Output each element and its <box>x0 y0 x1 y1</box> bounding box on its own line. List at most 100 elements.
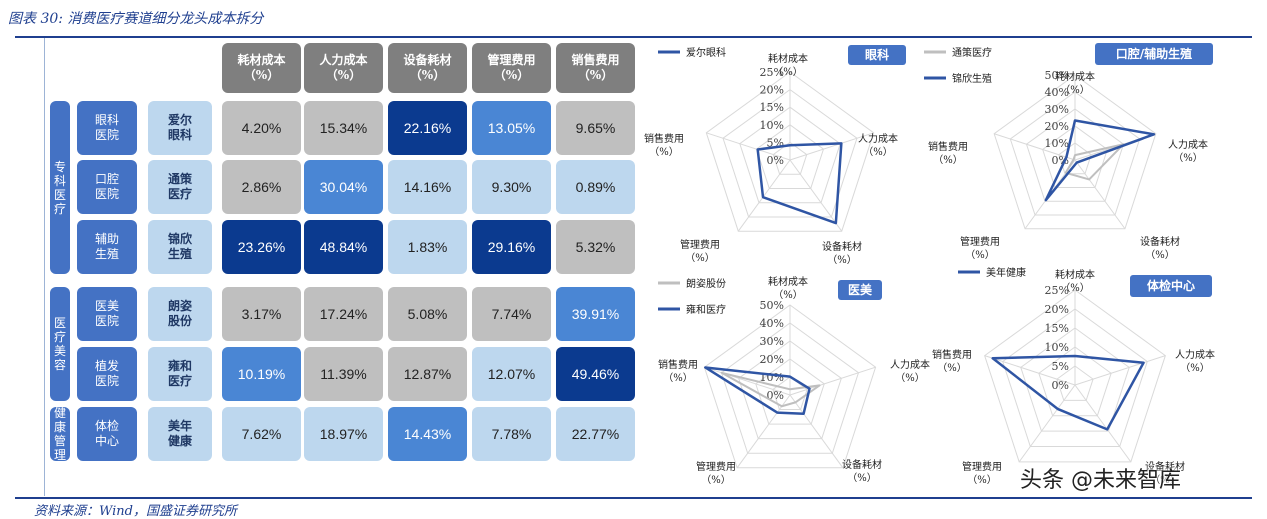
radar-grid-ring <box>1038 346 1112 417</box>
radar-title: 体检中心 <box>1147 278 1195 293</box>
source-note: 资料来源：Wind，国盛证券研究所 <box>34 504 237 519</box>
radar-tick-label: 10% <box>760 119 784 132</box>
radar-grid-ring <box>772 141 808 175</box>
radar-tick-label: 25% <box>760 66 784 79</box>
cost-cell: 0.89% <box>556 160 635 214</box>
legend-label: 爱尔眼科 <box>686 46 726 59</box>
radar-series-line <box>720 371 821 408</box>
radar-grid-ring <box>1025 108 1125 202</box>
radar-axis-label: 管理费用（%） <box>960 235 1000 261</box>
radar-axis-label: 管理费用（%） <box>680 238 720 264</box>
radar-spoke <box>1074 384 1132 463</box>
legend-label: 锦欣生殖 <box>952 72 992 85</box>
radar-tick-label: 10% <box>1045 137 1069 150</box>
cost-cell: 9.30% <box>472 160 551 214</box>
radar-grid-ring <box>1058 142 1092 175</box>
hospital-type: 眼科医院 <box>77 101 137 155</box>
radar-tick-label: 10% <box>760 371 784 384</box>
radar-spoke <box>706 132 791 161</box>
cost-cell: 22.16% <box>388 101 467 155</box>
radar-grid-ring <box>722 88 858 218</box>
company-name: 美年健康 <box>148 407 212 461</box>
radar-spoke <box>1074 355 1166 386</box>
cost-cell: 7.78% <box>472 407 551 461</box>
radar-grid-ring <box>993 74 1157 230</box>
legend-label: 雍和医疗 <box>686 303 726 316</box>
radar-title-box <box>838 280 882 300</box>
cost-cell: 7.62% <box>222 407 301 461</box>
radar-grid-ring <box>755 124 825 189</box>
cost-cell: 1.83% <box>388 220 467 274</box>
cost-cell: 18.97% <box>304 407 383 461</box>
radar-grid-ring <box>739 106 841 204</box>
radar-axis-label: 人力成本（%） <box>1175 348 1215 374</box>
cost-cell: 10.19% <box>222 347 301 401</box>
radar-grid-ring <box>1042 125 1108 189</box>
radar-tick-label: 50% <box>760 299 784 312</box>
radar-spoke <box>1018 384 1076 463</box>
radar-title-box <box>1130 275 1212 297</box>
radar-spoke <box>984 355 1076 386</box>
radar-tick-label: 0% <box>767 154 784 167</box>
company-name: 雍和医疗 <box>148 347 212 401</box>
cost-cell: 5.32% <box>556 220 635 274</box>
cost-cell: 22.77% <box>556 407 635 461</box>
hospital-type: 辅助生殖 <box>77 220 137 274</box>
radar-grid-ring <box>703 304 877 469</box>
radar-grid-ring <box>772 376 808 411</box>
radar-tick-label: 40% <box>1045 86 1069 99</box>
radar-tick-label: 20% <box>1045 120 1069 133</box>
radar-grid-ring <box>984 289 1166 463</box>
radar-spoke <box>737 159 791 232</box>
column-header: 管理费用（%） <box>472 43 551 93</box>
cost-cell: 17.24% <box>304 287 383 341</box>
radar-axis-label: 人力成本（%） <box>858 132 898 158</box>
company-name: 通策医疗 <box>148 160 212 214</box>
cost-cell: 12.07% <box>472 347 551 401</box>
cost-cell: 12.87% <box>388 347 467 401</box>
radar-axis-label: 销售费用（%） <box>644 132 684 158</box>
radar-tick-label: 15% <box>1045 322 1069 335</box>
radar-axis-label: 耗材成本（%） <box>768 275 808 301</box>
radar-axis-label: 耗材成本（%） <box>1055 268 1095 294</box>
radar-tick-label: 10% <box>1045 341 1069 354</box>
radar-spoke <box>736 394 791 469</box>
legend-label: 朗姿股份 <box>686 277 726 290</box>
radar-axis-label: 人力成本（%） <box>890 358 930 384</box>
radar-grid-ring <box>705 71 875 232</box>
company-name: 爱尔眼科 <box>148 101 212 155</box>
cost-cell: 7.74% <box>472 287 551 341</box>
radar-axis-label: 销售费用（%） <box>932 348 972 374</box>
radar-tick-label: 5% <box>767 136 784 149</box>
radar-axis-label: 销售费用（%） <box>928 140 968 166</box>
radar-spoke <box>1024 159 1076 230</box>
radar-tick-label: 20% <box>1045 303 1069 316</box>
radar-tick-label: 5% <box>1052 360 1069 373</box>
radar-series-line <box>704 366 811 415</box>
radar-chart: 0% 10% 20% 30% 40% 50%耗材成本（%） 人力成本（%） 设备耗材（%） 管理… <box>924 43 1213 261</box>
radar-grid-ring <box>1056 365 1094 401</box>
radar-tick-label: 15% <box>760 101 784 114</box>
radar-tick-label: 40% <box>760 317 784 330</box>
radar-spoke <box>994 133 1076 161</box>
radar-tick-label: 50% <box>1045 69 1069 82</box>
radar-title-box <box>1095 43 1213 65</box>
radar-chart: 0% 10% 20% 30% 40% 50%耗材成本（%） 人力成本（%） 设备耗材（%） 管理… <box>658 275 930 486</box>
column-header: 设备耗材（%） <box>388 43 467 93</box>
legend-label: 美年健康 <box>986 266 1026 279</box>
radar-tick-label: 0% <box>767 389 784 402</box>
radar-spoke <box>789 159 843 232</box>
radar-tick-label: 30% <box>760 335 784 348</box>
radar-chart: 0%5%10%15%20%25%耗材成本（%）人力成本（%）设备耗材（%）管理费… <box>932 266 1215 486</box>
radar-axis-label: 人力成本（%） <box>1168 138 1208 164</box>
radar-tick-label: 20% <box>760 353 784 366</box>
radar-series-line <box>1044 119 1156 202</box>
radar-title-box <box>848 45 906 65</box>
cost-cell: 15.34% <box>304 101 383 155</box>
radar-series-line <box>756 142 843 225</box>
radar-grid-ring <box>1009 91 1141 216</box>
radar-spoke <box>1074 159 1126 230</box>
cost-cell: 39.91% <box>556 287 635 341</box>
bottom-rule <box>15 497 1252 499</box>
cost-cell: 2.86% <box>222 160 301 214</box>
